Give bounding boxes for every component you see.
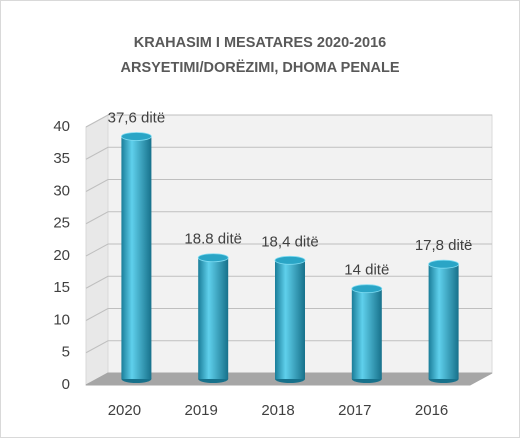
grid-line [85,146,492,160]
chart-title: KRAHASIM I MESATARES 2020-2016 [134,35,386,51]
data-label: 14 ditë [344,262,389,279]
x-tick-label: 2018 [261,402,294,419]
bar [351,288,382,379]
y-tick-label: 5 [62,344,70,361]
y-tick-label: 25 [53,215,70,232]
y-tick-label: 0 [62,376,70,393]
bar [428,264,459,379]
bar-top [274,255,306,265]
bar-top [351,284,383,294]
grid-line [85,275,492,289]
data-label: 17,8 ditë [415,237,473,254]
bar-top [197,253,229,263]
y-tick-label: 35 [53,150,70,167]
y-tick-label: 30 [53,182,70,199]
x-tick-label: 2017 [338,402,371,419]
grid-line [85,211,492,225]
x-tick-label: 2020 [108,402,141,419]
data-label: 18,4 ditë [261,233,319,250]
data-label: 18.8 ditë [184,231,242,248]
grid-line [85,243,492,257]
bar [198,257,229,379]
x-tick-label: 2019 [185,402,218,419]
bar [121,136,152,379]
bar-top [120,132,152,141]
y-tick-label: 10 [53,311,70,328]
grid-line [85,179,492,192]
grid-line [85,114,492,128]
x-tick-label: 2016 [415,402,448,419]
bar-top [428,259,460,269]
y-tick-label: 15 [53,279,70,296]
chart-subtitle: ARSYETIMI/DORËZIMI, DHOMA PENALE [121,59,400,76]
y-tick-label: 40 [53,118,70,135]
bar [275,260,305,379]
y-tick-label: 20 [53,247,70,264]
data-label: 37,6 ditë [108,109,166,126]
